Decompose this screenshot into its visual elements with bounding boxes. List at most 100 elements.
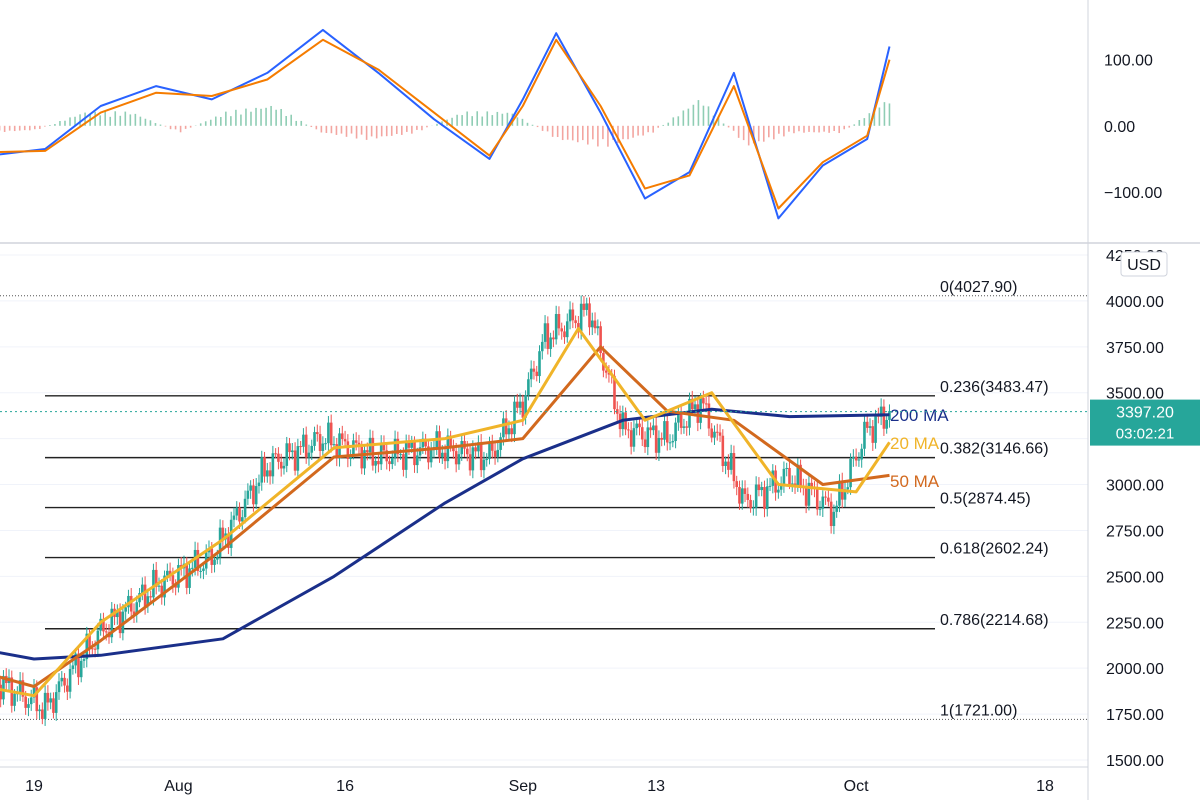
candle-body (593, 320, 597, 329)
candle-body (60, 677, 64, 682)
candle-body (799, 464, 802, 487)
fib-level-label: 0.786(2214.68) (940, 612, 1049, 629)
price-tick-label: 3500.00 (1106, 386, 1164, 403)
candle-body (827, 497, 830, 502)
candle-body (613, 375, 616, 410)
candle-body (413, 441, 416, 466)
candle-body (743, 488, 747, 494)
candle-body (513, 401, 516, 435)
candle-body (482, 459, 486, 471)
candle-body (27, 704, 30, 708)
candle-body (768, 485, 772, 487)
osc-tick-label: −100.00 (1104, 185, 1162, 202)
candle-body (752, 507, 755, 509)
candle-body (157, 585, 161, 587)
candle-body (643, 439, 647, 448)
candle-body (549, 337, 552, 349)
candle-body (329, 422, 333, 446)
candle-body (515, 401, 519, 408)
candle-body (371, 437, 375, 466)
fib-level-label: 0.618(2602.24) (940, 541, 1049, 558)
candle-body (443, 452, 447, 462)
candle-body (54, 692, 58, 713)
candle-body (854, 456, 858, 461)
candle-body (307, 452, 311, 458)
candle-body (310, 445, 314, 453)
candle-body (540, 341, 544, 352)
candle-body (510, 428, 514, 435)
candle-body (96, 630, 100, 650)
candle-body (163, 575, 166, 598)
candle-body (649, 427, 652, 431)
candle-body (474, 447, 477, 452)
candle-body (832, 511, 836, 527)
candle-body (377, 460, 380, 465)
candle-body (668, 442, 672, 444)
candle-body (191, 567, 194, 569)
candle-body (202, 568, 205, 571)
ma-label: 200 MA (890, 406, 949, 425)
candle-body (21, 680, 25, 697)
current-price-badge (1090, 399, 1200, 446)
candle-body (765, 486, 769, 510)
candle-body (174, 584, 177, 588)
candle-body (604, 370, 608, 373)
candle-body (660, 437, 664, 440)
candle-body (754, 484, 758, 508)
candle-body (35, 687, 39, 712)
candle-body (479, 442, 483, 471)
candle-body (504, 418, 508, 435)
candle-body (693, 404, 697, 410)
candle-body (552, 337, 555, 340)
candle-body (488, 442, 491, 460)
candle-body (38, 709, 41, 712)
candle-body (335, 444, 339, 459)
candle-body (393, 438, 397, 459)
candle-body (454, 451, 458, 465)
candle-body (440, 452, 444, 458)
x-tick-label: 13 (647, 778, 665, 795)
candle-body (154, 569, 158, 587)
candle-body (388, 461, 391, 465)
candle-body (654, 425, 658, 453)
candle-body (68, 669, 72, 692)
candle-body (679, 414, 683, 428)
candle-body (363, 450, 366, 469)
candle-body (471, 447, 475, 471)
candle-body (316, 432, 319, 435)
candle-body (496, 449, 500, 457)
candle-body (104, 631, 108, 633)
candle-body (732, 453, 736, 482)
osc-tick-label: 0.00 (1104, 119, 1135, 136)
candle-body (740, 488, 744, 504)
candle-body (518, 401, 522, 408)
candle-body (843, 489, 847, 500)
candle-body (529, 368, 533, 380)
candle-body (46, 692, 50, 703)
candle-body (146, 596, 150, 607)
candle-body (663, 421, 666, 440)
candle-body (627, 429, 630, 431)
candle-body (196, 549, 200, 572)
candle-body (293, 450, 297, 471)
candle-body (415, 455, 419, 466)
candle-body (652, 425, 655, 431)
candle-body (646, 427, 650, 448)
candle-body (560, 328, 564, 332)
candle-body (149, 596, 152, 598)
candle-body (263, 457, 266, 477)
candle-body (160, 585, 164, 598)
candle-body (490, 442, 494, 451)
candle-body (429, 450, 433, 463)
candle-body (438, 431, 441, 458)
candle-body (657, 437, 661, 453)
candle-body (396, 438, 400, 455)
candle-body (118, 611, 122, 634)
candle-body (410, 441, 414, 448)
candle-body (407, 442, 411, 448)
candle-body (521, 401, 525, 418)
candle-body (457, 454, 461, 465)
candle-body (852, 456, 855, 459)
candle-body (535, 371, 539, 377)
candle-body (238, 507, 241, 522)
